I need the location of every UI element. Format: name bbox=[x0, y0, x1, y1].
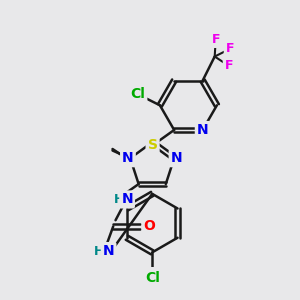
Text: Cl: Cl bbox=[130, 87, 145, 101]
Text: F: F bbox=[212, 33, 220, 46]
Text: N: N bbox=[171, 151, 182, 165]
Text: O: O bbox=[143, 219, 155, 233]
Text: N: N bbox=[103, 244, 114, 258]
Text: F: F bbox=[226, 42, 234, 56]
Text: Cl: Cl bbox=[145, 271, 160, 285]
Text: S: S bbox=[148, 138, 158, 152]
Text: H: H bbox=[114, 193, 124, 206]
Text: N: N bbox=[122, 151, 134, 165]
Text: F: F bbox=[225, 59, 233, 72]
Text: H: H bbox=[94, 244, 104, 257]
Text: N: N bbox=[197, 123, 208, 137]
Text: N: N bbox=[121, 192, 133, 206]
